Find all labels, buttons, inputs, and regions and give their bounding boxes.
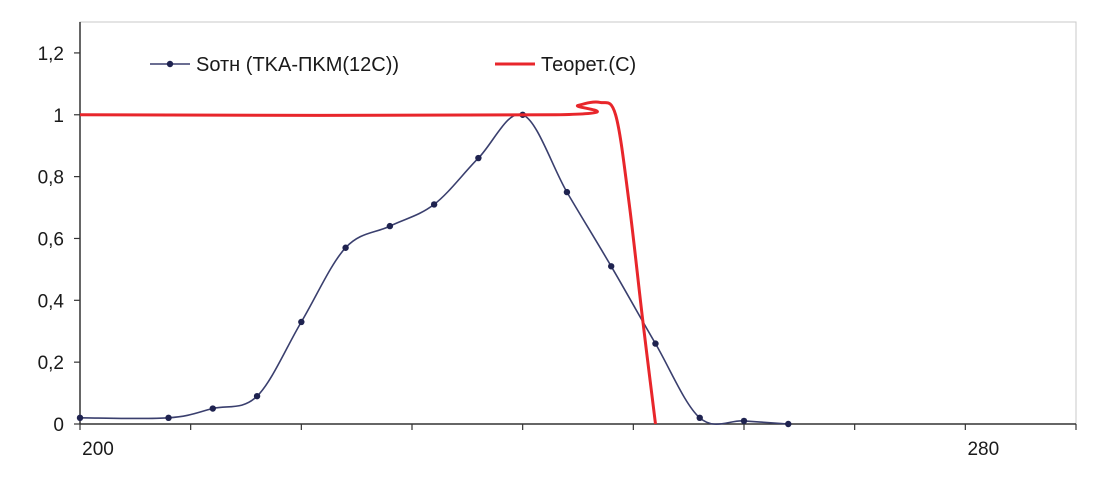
data-point <box>165 414 172 422</box>
data-point <box>785 420 792 428</box>
series-line <box>79 100 657 425</box>
plot-frame <box>79 21 1077 425</box>
series-layer <box>76 100 792 428</box>
series-2 <box>79 100 657 425</box>
data-point <box>563 188 571 196</box>
data-point <box>342 244 349 251</box>
data-point <box>430 201 438 208</box>
legend-marker <box>166 60 174 68</box>
series-line <box>79 113 789 425</box>
data-point <box>475 154 482 162</box>
legend-item: Теорет.(C) <box>495 54 636 76</box>
legend: Sотн (TKA-ПKM(12C)) Теорет.(C) <box>150 54 636 76</box>
y-tick-label: 0,6 <box>38 229 64 250</box>
y-tick-label: 0,2 <box>38 353 64 374</box>
chart-axes <box>74 21 1077 430</box>
y-tick-label: 0,4 <box>38 291 65 312</box>
data-point <box>386 222 394 230</box>
x-tick-label: 200 <box>82 439 114 460</box>
data-point <box>76 414 84 422</box>
x-tick-labels: 200 280 <box>82 439 999 460</box>
y-tick-labels: 0 0,2 0,4 0,6 0,8 1 1,2 <box>38 44 65 436</box>
series-1 <box>76 111 792 428</box>
y-tick-label: 1 <box>53 106 64 127</box>
data-point <box>209 405 216 412</box>
data-point <box>253 392 261 400</box>
data-point <box>608 263 615 270</box>
data-point <box>298 318 305 326</box>
legend-label: Теорет.(C) <box>541 54 636 76</box>
legend-item: Sотн (TKA-ПKM(12C)) <box>150 54 399 76</box>
y-tick-label: 0 <box>53 415 64 436</box>
x-tick-label: 280 <box>967 439 999 460</box>
data-point <box>740 417 748 425</box>
y-tick-label: 1,2 <box>38 44 64 65</box>
data-point <box>652 340 659 347</box>
y-tick-label: 0,8 <box>38 168 64 189</box>
legend-label: Sотн (TKA-ПKM(12C)) <box>196 54 399 76</box>
data-point <box>696 414 703 422</box>
